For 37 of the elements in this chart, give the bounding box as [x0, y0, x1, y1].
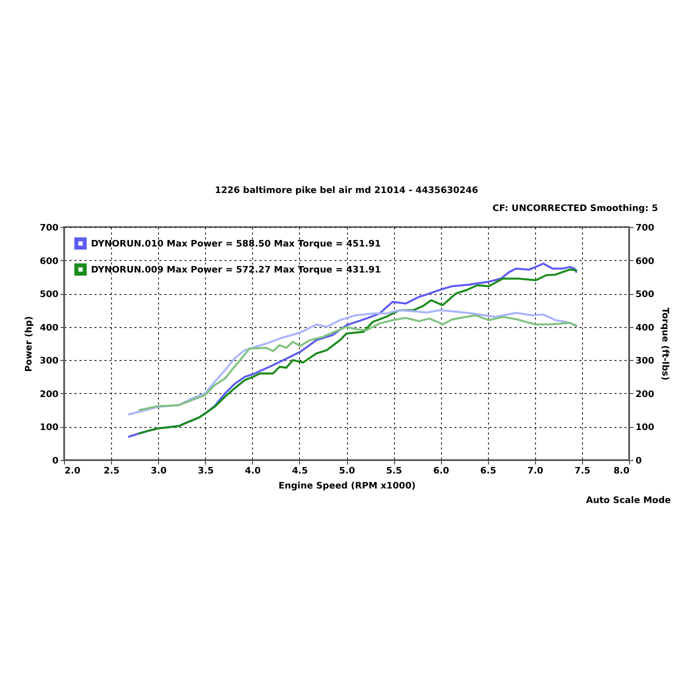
y2-tick-label: 300 [636, 356, 654, 367]
x-tick-label: 7.0 [527, 466, 544, 476]
y2-tick-label: 500 [636, 290, 654, 300]
x-tick-label: 4.0 [244, 466, 261, 476]
text: CF: UNCORRECTED Smoothing: 5 [492, 204, 658, 214]
x-tick-label: 7.5 [574, 466, 590, 476]
text: Auto Scale Mode [586, 496, 671, 506]
x-tick-label: 2.5 [104, 466, 120, 476]
y2-tick-label: 600 [636, 256, 654, 267]
chart-title: 1226 baltimore pike bel air md 21014 - 4435630246 [214, 186, 478, 196]
x-tick-label: 5.5 [386, 466, 402, 476]
x-tick-label: 4.5 [292, 466, 308, 476]
x-tick-label: 6.0 [433, 466, 450, 476]
y2-tick-label: 100 [636, 423, 654, 434]
y-tick-label: 600 [40, 256, 58, 267]
x-tick-label: 3.5 [198, 466, 214, 476]
y-tick-label: 500 [40, 290, 58, 300]
y2-tick-label: 700 [636, 224, 654, 234]
y2-tick-label: 0 [636, 456, 642, 466]
x-tick-label: 6.5 [480, 466, 496, 476]
x-tick-label: 5.0 [339, 466, 355, 476]
y-axis-title: Power (hp) [24, 316, 35, 372]
y-tick-label: 300 [40, 356, 58, 367]
x-tick-label: 3.0 [150, 466, 167, 476]
y2-axis-title: Torque (ft-lbs) [659, 308, 670, 380]
x-tick-label: 8.0 [614, 466, 630, 476]
legend-label: DYNORUN.010 Max Power = 588.50 Max Torque = 451.91 [91, 240, 381, 250]
y-tick-label: 100 [40, 423, 58, 434]
y2-tick-label: 200 [636, 390, 654, 400]
y-tick-label: 0 [52, 456, 58, 466]
y-tick-label: 400 [40, 323, 58, 334]
x-tick-label: 2.0 [64, 466, 80, 476]
x-axis-title: Engine Speed (RPM x1000) [278, 482, 416, 492]
y2-tick-label: 400 [636, 323, 654, 334]
y-tick-label: 700 [40, 224, 58, 234]
legend-label: DYNORUN.009 Max Power = 572.27 Max Torque = 431.91 [91, 266, 381, 276]
y-tick-label: 200 [40, 390, 58, 400]
